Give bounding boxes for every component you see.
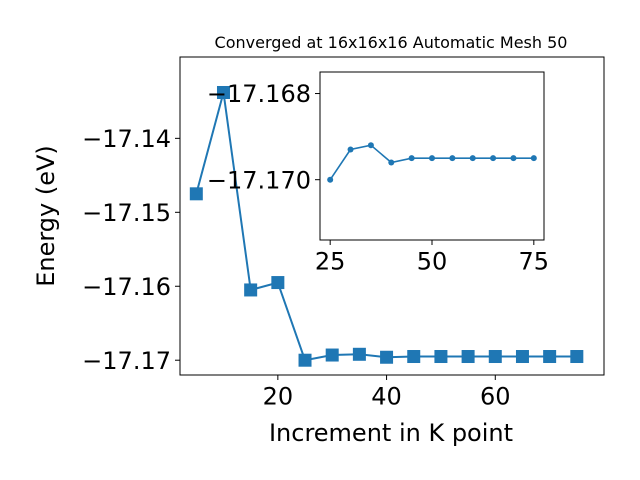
main-data-point [515, 350, 529, 364]
main-y-tick-label: −17.17 [82, 347, 171, 375]
inset-x-tick-label: 50 [417, 248, 448, 276]
inset-data-point [449, 155, 456, 162]
main-data-point [570, 350, 584, 364]
main-x-tick-label: 60 [480, 383, 511, 411]
inset-data-point [367, 142, 374, 149]
x-axis-label: Increment in K point [269, 419, 513, 447]
main-data-point [189, 187, 203, 201]
main-y-tick-label: −17.14 [82, 125, 171, 153]
main-y-axis: −17.14 −17.15 −17.16 −17.17 [82, 125, 180, 375]
main-data-point [325, 348, 339, 362]
main-data-point [543, 350, 557, 364]
main-y-tick-label: −17.15 [82, 199, 171, 227]
main-data-point [298, 353, 312, 367]
inset-data-point [429, 155, 435, 162]
main-data-point [352, 347, 366, 361]
inset-x-tick-label: 75 [519, 248, 550, 276]
main-y-tick-label: −17.16 [82, 273, 171, 301]
inset-data-point [388, 159, 395, 166]
main-data-point [461, 350, 475, 364]
inset-data-point [347, 146, 354, 153]
main-data-point [244, 283, 258, 297]
main-x-tick-label: 40 [371, 383, 402, 411]
chart-title: Converged at 16x16x16 Automatic Mesh 50 [215, 33, 568, 52]
inset-data-point [530, 155, 537, 162]
inset-data-point [327, 176, 334, 183]
main-x-tick-label: 20 [263, 383, 294, 411]
main-x-axis: 20 40 60 [263, 375, 511, 411]
inset-data-point [490, 155, 497, 162]
main-series [189, 85, 584, 367]
inset-data-point [408, 155, 415, 162]
inset-y-tick-label: −17.170 [207, 166, 311, 194]
inset-x-tick-label: 25 [315, 248, 346, 276]
y-axis-label: Energy (eV) [32, 145, 60, 287]
main-data-point [407, 350, 421, 364]
main-data-point [216, 85, 230, 99]
inset-x-axis: 25 50 75 [315, 240, 549, 276]
main-data-point [434, 350, 448, 364]
inset-data-point [469, 155, 476, 162]
main-data-point [271, 276, 285, 290]
inset-series [327, 142, 537, 183]
main-data-point [380, 350, 394, 364]
inset-data-point [510, 155, 517, 162]
main-data-point [488, 350, 502, 364]
inset-y-axis: −17.170 −17.168 [207, 80, 320, 194]
inset-plot: 25 50 75 −17.170 −17.168 [207, 71, 549, 276]
inset-y-tick-label: −17.168 [207, 80, 311, 108]
main-plot-frame [179, 56, 605, 376]
